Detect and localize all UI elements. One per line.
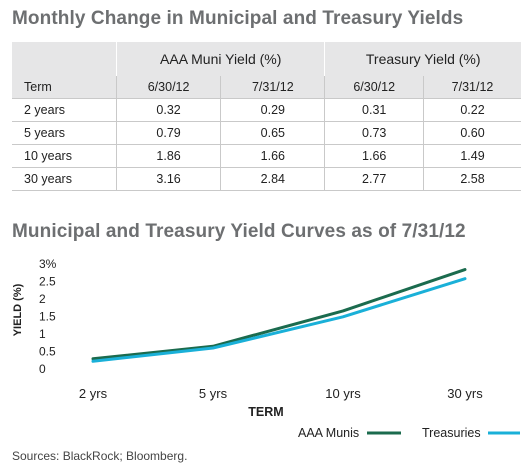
series-lines [91, 268, 467, 363]
group-header-blank [12, 42, 117, 76]
legend-label: Treasuries [422, 426, 481, 440]
table-cell: 0.22 [423, 98, 521, 122]
table-row: 5 years 0.79 0.65 0.73 0.60 [12, 121, 521, 145]
y-tick-label: 0.5 [39, 345, 56, 359]
table-column-header-row: Term 6/30/12 7/31/12 6/30/12 7/31/12 [12, 76, 521, 99]
table-cell: 0.60 [423, 121, 521, 145]
table-cell: 0.29 [220, 98, 325, 122]
table-cell: 2.84 [220, 167, 325, 191]
legend-label: AAA Munis [298, 426, 359, 440]
table-cell: 2.58 [423, 167, 521, 191]
table-cell: 0.79 [115, 121, 221, 145]
x-tick-label: 5 yrs [199, 386, 228, 401]
table-cell-term: 5 years [12, 121, 117, 145]
y-axis-label: YIELD (%) [12, 283, 24, 336]
column-header: 7/31/12 [423, 76, 521, 99]
table-cell: 1.66 [220, 144, 325, 168]
group-header-muni: AAA Muni Yield (%) [115, 42, 325, 76]
x-axis-label: TERM [248, 405, 283, 419]
chart-legend: AAA Munis Treasuries [298, 426, 520, 440]
table-cell: 2.77 [324, 167, 424, 191]
table-cell-term: 10 years [12, 144, 117, 168]
table-row: 30 years 3.16 2.84 2.77 2.58 [12, 167, 521, 191]
table-cell: 0.65 [220, 121, 325, 145]
table-cell: 0.31 [324, 98, 424, 122]
column-header: 6/30/12 [115, 76, 221, 99]
column-header-term: Term [12, 76, 117, 99]
y-axis-ticks: 0 0.5 1 1.5 2 2.5 3% [39, 257, 57, 376]
table-title: Monthly Change in Municipal and Treasury… [12, 8, 464, 29]
table-cell: 0.32 [115, 98, 221, 122]
y-tick-label: 1 [39, 327, 46, 341]
y-tick-label: 3% [39, 257, 57, 271]
series-line-aaa-munis [91, 268, 467, 361]
table-group-header-row: AAA Muni Yield (%) Treasury Yield (%) [12, 42, 521, 76]
table-cell: 1.49 [423, 144, 521, 168]
chart-title: Municipal and Treasury Yield Curves as o… [12, 221, 466, 242]
table-cell-term: 2 years [12, 98, 117, 122]
x-tick-label: 10 yrs [325, 386, 361, 401]
y-tick-label: 2 [39, 292, 46, 306]
x-tick-label: 30 yrs [447, 386, 483, 401]
group-header-treasury: Treasury Yield (%) [324, 42, 521, 76]
y-tick-label: 2.5 [39, 275, 56, 289]
table-row: 2 years 0.32 0.29 0.31 0.22 [12, 98, 521, 122]
x-tick-label: 2 yrs [79, 386, 108, 401]
table-row: 10 years 1.86 1.66 1.66 1.49 [12, 144, 521, 168]
y-tick-label: 1.5 [39, 310, 56, 324]
source-note: Sources: BlackRock; Bloomberg. [12, 449, 188, 463]
yield-curve-chart: 0 0.5 1 1.5 2 2.5 3% 2 yrs 5 yrs 10 yrs 30 yrs YI… [12, 257, 520, 440]
column-header: 6/30/12 [324, 76, 424, 99]
y-tick-label: 0 [39, 362, 46, 376]
column-header: 7/31/12 [220, 76, 325, 99]
series-line-treasuries [91, 277, 467, 363]
table-cell: 3.16 [115, 167, 221, 191]
table-cell: 1.86 [115, 144, 221, 168]
x-axis-ticks: 2 yrs 5 yrs 10 yrs 30 yrs [79, 386, 483, 401]
table-cell: 0.73 [324, 121, 424, 145]
table-cell-term: 30 years [12, 167, 117, 191]
yields-table: AAA Muni Yield (%) Treasury Yield (%) Te… [12, 42, 521, 191]
table-cell: 1.66 [324, 144, 424, 168]
